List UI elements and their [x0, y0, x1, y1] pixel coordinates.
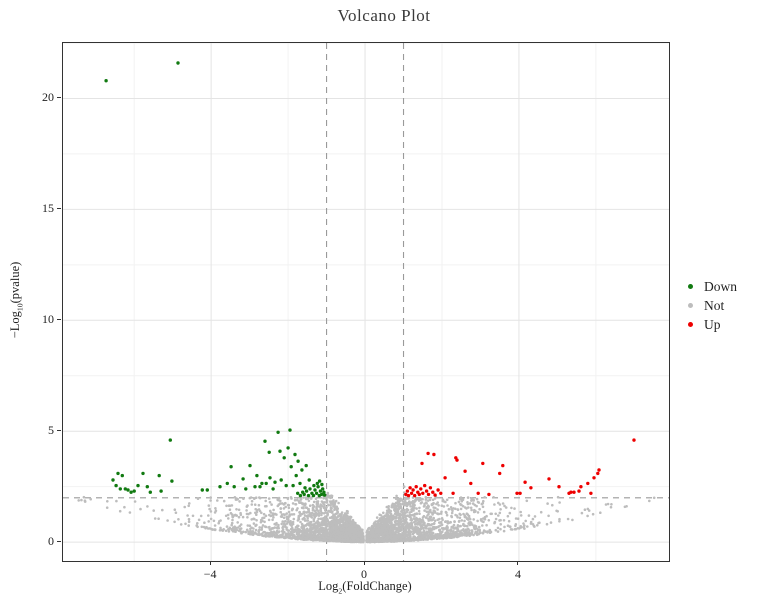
plot-panel: [62, 42, 670, 562]
x-tick-label: −4: [203, 567, 217, 581]
not-dot-icon: [688, 303, 693, 308]
x-tick-label: 4: [514, 567, 521, 581]
x-axis-label-subscript: 2: [338, 586, 343, 596]
y-tick-label: 5: [48, 423, 54, 438]
x-axis-label-suffix: (FoldChange): [342, 579, 412, 593]
x-tick-mark: [209, 561, 211, 566]
x-tick-mark: [363, 561, 365, 566]
y-axis-label-subscript: 10: [15, 303, 25, 312]
y-axis-label-suffix: (pvalue): [7, 261, 22, 304]
legend-item-down: Down: [688, 277, 737, 296]
y-tick-label: 15: [42, 201, 54, 216]
x-tick-mark: [517, 561, 519, 566]
legend-label-down: Down: [704, 278, 737, 294]
legend-label-up: Up: [704, 316, 721, 332]
y-tick-mark: [56, 207, 61, 209]
legend-item-up: Up: [688, 315, 737, 334]
y-tick-mark: [56, 96, 61, 98]
chart-title: Volcano Plot: [337, 6, 431, 25]
down-dot-icon: [688, 284, 693, 289]
y-axis-label: −Log10(pvalue): [8, 262, 25, 339]
legend: Down Not Up: [688, 277, 737, 334]
y-tick-mark: [56, 429, 61, 431]
y-tick-label: 10: [42, 312, 54, 327]
x-tick-label: 0: [361, 567, 368, 581]
y-tick-label: 0: [48, 534, 54, 549]
up-dot-icon: [688, 322, 693, 327]
x-axis-label: Log2(FoldChange): [62, 579, 668, 596]
legend-label-not: Not: [704, 297, 725, 313]
x-axis-label-prefix: Log: [318, 579, 339, 593]
y-tick-label: 20: [42, 90, 54, 105]
plot-canvas: [63, 43, 669, 561]
y-tick-mark: [56, 540, 61, 542]
legend-item-not: Not: [688, 296, 737, 315]
y-axis-label-prefix: −Log: [7, 311, 22, 339]
y-tick-mark: [56, 318, 61, 320]
